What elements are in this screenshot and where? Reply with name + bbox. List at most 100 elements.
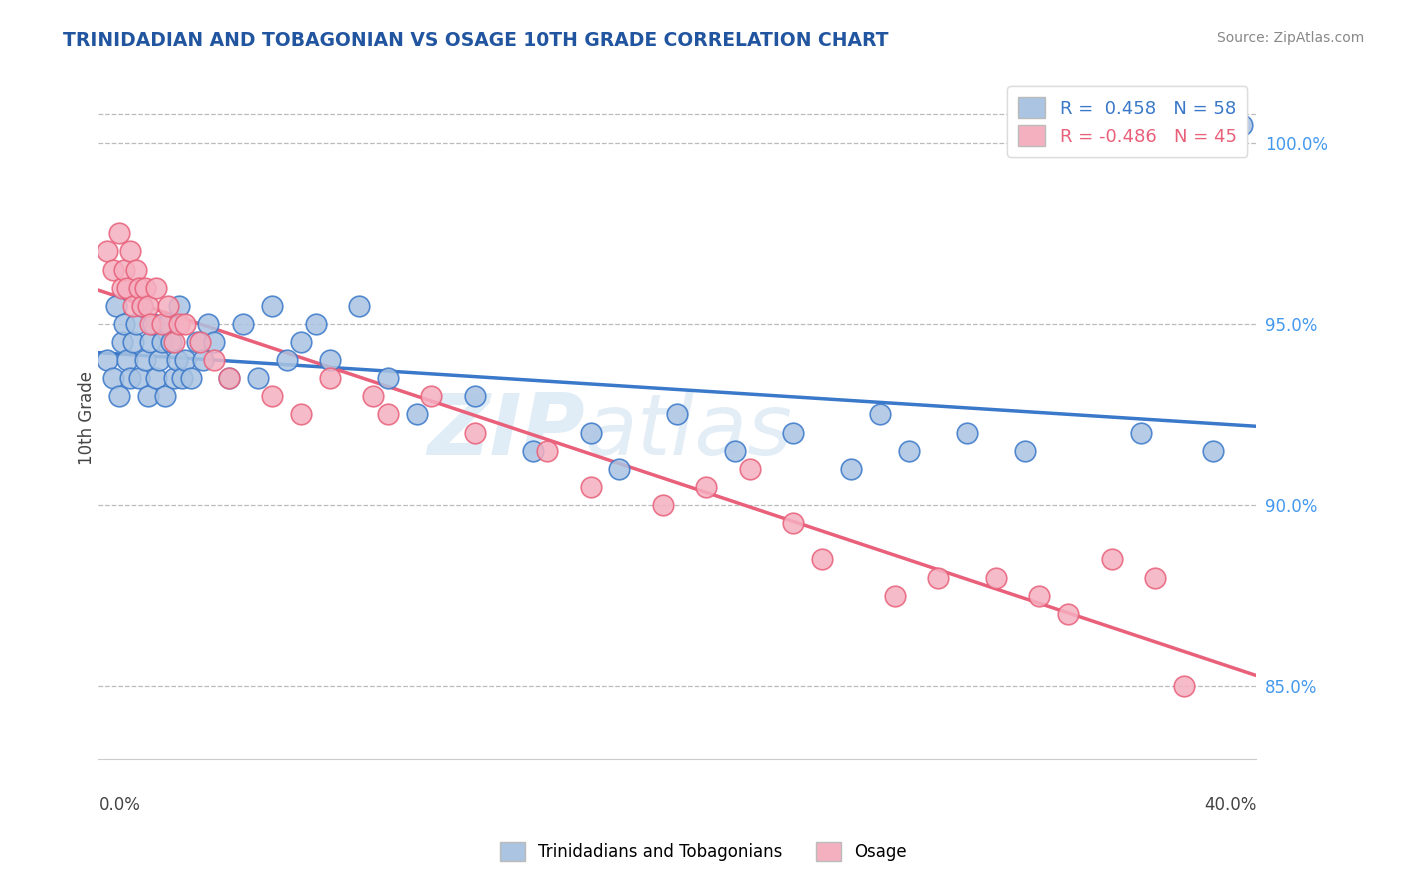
Text: TRINIDADIAN AND TOBAGONIAN VS OSAGE 10TH GRADE CORRELATION CHART: TRINIDADIAN AND TOBAGONIAN VS OSAGE 10TH… xyxy=(63,31,889,50)
Point xyxy=(139,334,162,349)
Point xyxy=(156,299,179,313)
Point xyxy=(724,443,747,458)
Point xyxy=(522,443,544,458)
Point xyxy=(174,317,197,331)
Point xyxy=(136,389,159,403)
Point xyxy=(347,299,370,313)
Point xyxy=(117,353,139,368)
Point xyxy=(1101,552,1123,566)
Text: 0.0%: 0.0% xyxy=(98,797,141,814)
Point xyxy=(166,353,188,368)
Point xyxy=(218,371,240,385)
Y-axis label: 10th Grade: 10th Grade xyxy=(79,371,96,465)
Point xyxy=(122,334,145,349)
Point xyxy=(420,389,443,403)
Point xyxy=(191,353,214,368)
Point xyxy=(150,317,173,331)
Point xyxy=(579,480,602,494)
Point xyxy=(695,480,717,494)
Point xyxy=(128,280,150,294)
Point xyxy=(377,408,399,422)
Point xyxy=(609,462,631,476)
Point xyxy=(122,299,145,313)
Point xyxy=(107,389,129,403)
Point xyxy=(232,317,254,331)
Point xyxy=(163,371,186,385)
Point xyxy=(134,353,156,368)
Point xyxy=(96,353,118,368)
Point xyxy=(218,371,240,385)
Point xyxy=(110,280,132,294)
Point xyxy=(142,317,165,331)
Point xyxy=(131,299,153,313)
Point xyxy=(363,389,385,403)
Point xyxy=(134,280,156,294)
Point xyxy=(883,589,905,603)
Point xyxy=(145,280,167,294)
Point xyxy=(96,244,118,259)
Point xyxy=(117,280,139,294)
Point xyxy=(114,317,136,331)
Point xyxy=(163,334,186,349)
Point xyxy=(104,299,127,313)
Point xyxy=(246,371,269,385)
Point xyxy=(262,389,284,403)
Point xyxy=(1173,679,1195,693)
Point xyxy=(202,334,225,349)
Point xyxy=(139,317,162,331)
Point xyxy=(101,262,124,277)
Point xyxy=(536,443,558,458)
Point xyxy=(782,516,804,531)
Point xyxy=(148,353,170,368)
Point xyxy=(276,353,298,368)
Point xyxy=(169,317,191,331)
Point xyxy=(156,317,179,331)
Point xyxy=(197,317,219,331)
Point xyxy=(120,244,142,259)
Point xyxy=(101,371,124,385)
Point xyxy=(131,299,153,313)
Point xyxy=(128,371,150,385)
Text: ZIP: ZIP xyxy=(427,390,585,474)
Point xyxy=(377,371,399,385)
Point xyxy=(405,408,427,422)
Point xyxy=(145,371,167,385)
Point xyxy=(666,408,689,422)
Point xyxy=(1057,607,1080,621)
Point xyxy=(153,389,176,403)
Point xyxy=(136,299,159,313)
Point xyxy=(927,571,949,585)
Point xyxy=(811,552,834,566)
Point xyxy=(290,334,312,349)
Point xyxy=(1129,425,1152,440)
Point xyxy=(464,389,486,403)
Point xyxy=(1014,443,1036,458)
Point xyxy=(579,425,602,440)
Point xyxy=(150,334,173,349)
Point xyxy=(956,425,979,440)
Point xyxy=(1202,443,1225,458)
Point xyxy=(1230,118,1253,132)
Point xyxy=(180,371,202,385)
Text: atlas: atlas xyxy=(585,390,793,474)
Legend: R =  0.458   N = 58, R = -0.486   N = 45: R = 0.458 N = 58, R = -0.486 N = 45 xyxy=(1007,87,1247,157)
Point xyxy=(290,408,312,422)
Point xyxy=(898,443,921,458)
Text: 40.0%: 40.0% xyxy=(1204,797,1257,814)
Point xyxy=(738,462,761,476)
Point xyxy=(319,371,342,385)
Point xyxy=(782,425,804,440)
Point xyxy=(107,227,129,241)
Text: Source: ZipAtlas.com: Source: ZipAtlas.com xyxy=(1216,31,1364,45)
Point xyxy=(169,299,191,313)
Point xyxy=(188,334,211,349)
Point xyxy=(172,371,194,385)
Point xyxy=(984,571,1007,585)
Point xyxy=(319,353,342,368)
Point xyxy=(125,262,148,277)
Point xyxy=(202,353,225,368)
Point xyxy=(304,317,326,331)
Point xyxy=(125,317,148,331)
Point xyxy=(262,299,284,313)
Point xyxy=(869,408,891,422)
